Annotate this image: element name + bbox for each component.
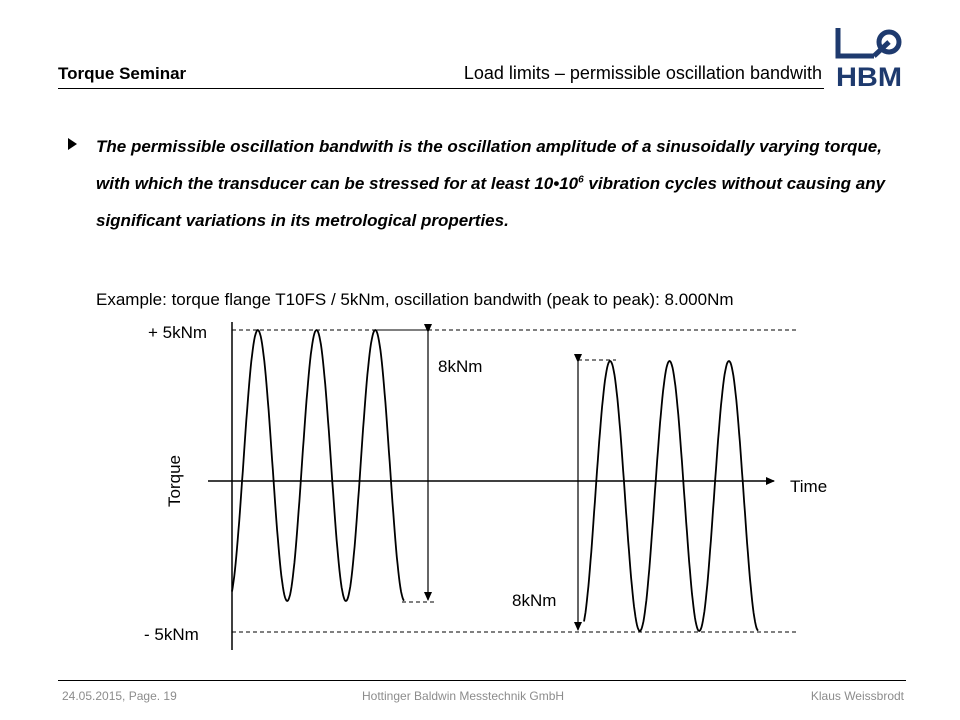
footer-company: Hottinger Baldwin Messtechnik GmbH bbox=[362, 689, 565, 703]
paragraph-exponent: 6 bbox=[578, 174, 584, 186]
header-subtitle: Load limits – permissible oscillation ba… bbox=[463, 63, 822, 83]
header-title: Torque Seminar bbox=[58, 64, 187, 83]
footer-author: Klaus Weissbrodt bbox=[810, 689, 904, 703]
hbm-logo: HBM bbox=[835, 28, 902, 90]
bullet-arrow-icon bbox=[68, 138, 77, 150]
y-axis-label: Torque bbox=[165, 455, 184, 507]
wave-left bbox=[231, 328, 405, 603]
logo-text: HBM bbox=[836, 62, 902, 90]
footer-date-page: 24.05.2015, Page. 19 bbox=[62, 689, 177, 703]
wave-right bbox=[583, 359, 759, 633]
right-range-label: 8kNm bbox=[512, 591, 556, 610]
example-text: Example: torque flange T10FS / 5kNm, osc… bbox=[96, 290, 734, 309]
definition-paragraph: The permissible oscillation bandwith is … bbox=[96, 128, 896, 239]
upper-limit-label: + 5kNm bbox=[148, 323, 207, 342]
footer-divider bbox=[58, 680, 906, 681]
x-axis-label: Time bbox=[790, 477, 827, 496]
paragraph-part2: vibration cycles without causing any sig… bbox=[96, 174, 886, 230]
paragraph-part1: The permissible oscillation bandwith is … bbox=[96, 137, 882, 193]
left-range-label: 8kNm bbox=[438, 357, 482, 376]
lower-limit-label: - 5kNm bbox=[144, 625, 199, 644]
header-divider bbox=[58, 88, 824, 89]
